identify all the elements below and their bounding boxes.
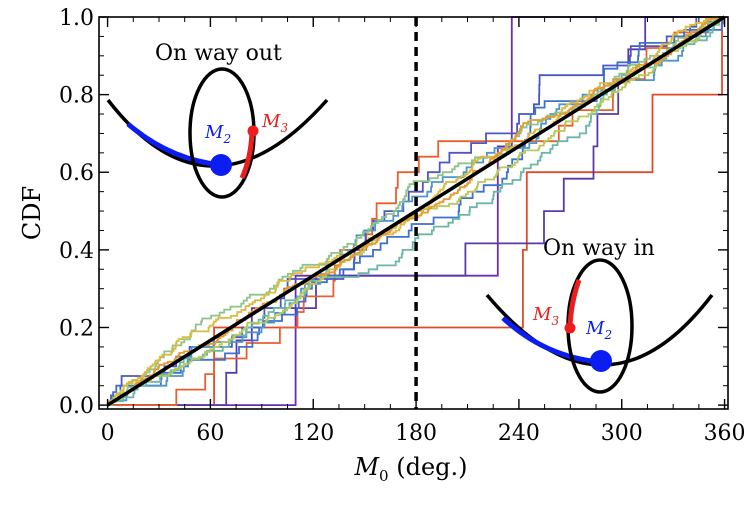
cdf-series-2 [107, 16, 725, 407]
cdf-series-12 [107, 16, 725, 407]
y-tick-label: 1.0 [59, 6, 94, 31]
plot-frame [98, 16, 729, 410]
inset-in-m2-label: M2 [585, 318, 612, 342]
x-tick-label: 0 [101, 421, 115, 446]
cdf-series-6 [107, 16, 725, 407]
inset-in-m2-body [590, 350, 612, 372]
inset-in-m3-body [564, 322, 576, 334]
y-tick-label: 0.8 [59, 84, 94, 109]
inset-on-way-in: On way in M3 M2 [485, 236, 714, 394]
uniform-cdf-line [106, 15, 726, 407]
inset-out-title: On way out [155, 41, 282, 66]
x-tick-label: 240 [498, 421, 540, 446]
inset-out-m3-body [247, 125, 259, 137]
x-tick-label: 180 [395, 421, 437, 446]
x-tick-label: 360 [704, 421, 746, 446]
x-tick-label: 300 [601, 421, 643, 446]
reference-layer [106, 15, 726, 409]
inset-in-m3-label: M3 [532, 304, 559, 328]
y-tick-label: 0.4 [59, 239, 94, 264]
y-tick-label: 0.2 [59, 316, 94, 341]
cdf-series-1 [107, 16, 725, 407]
inset-out-m2-body [210, 154, 232, 176]
cdf-series-11 [107, 16, 725, 407]
x-tick-label: 60 [196, 421, 224, 446]
inset-in-title: On way in [543, 236, 655, 261]
cdf-series-9 [107, 16, 725, 407]
inset-in-m2-arc [501, 316, 601, 365]
y-tick-label: 0.6 [59, 161, 94, 186]
y-tick-label: 0.0 [59, 394, 94, 419]
x-axis-title: M0 (deg.) [353, 453, 467, 485]
axes-layer: 0 60 120 180 240 300 360 0.0 0.2 0.4 0.6 0.8 1.0 [59, 6, 746, 446]
x-tick-label: 120 [292, 421, 334, 446]
inset-out-m3-label: M3 [261, 111, 288, 135]
inset-out-m2-label: M2 [204, 122, 231, 146]
y-axis-title: CDF [18, 186, 46, 240]
inset-on-way-out: On way out M2 M3 [106, 41, 329, 199]
